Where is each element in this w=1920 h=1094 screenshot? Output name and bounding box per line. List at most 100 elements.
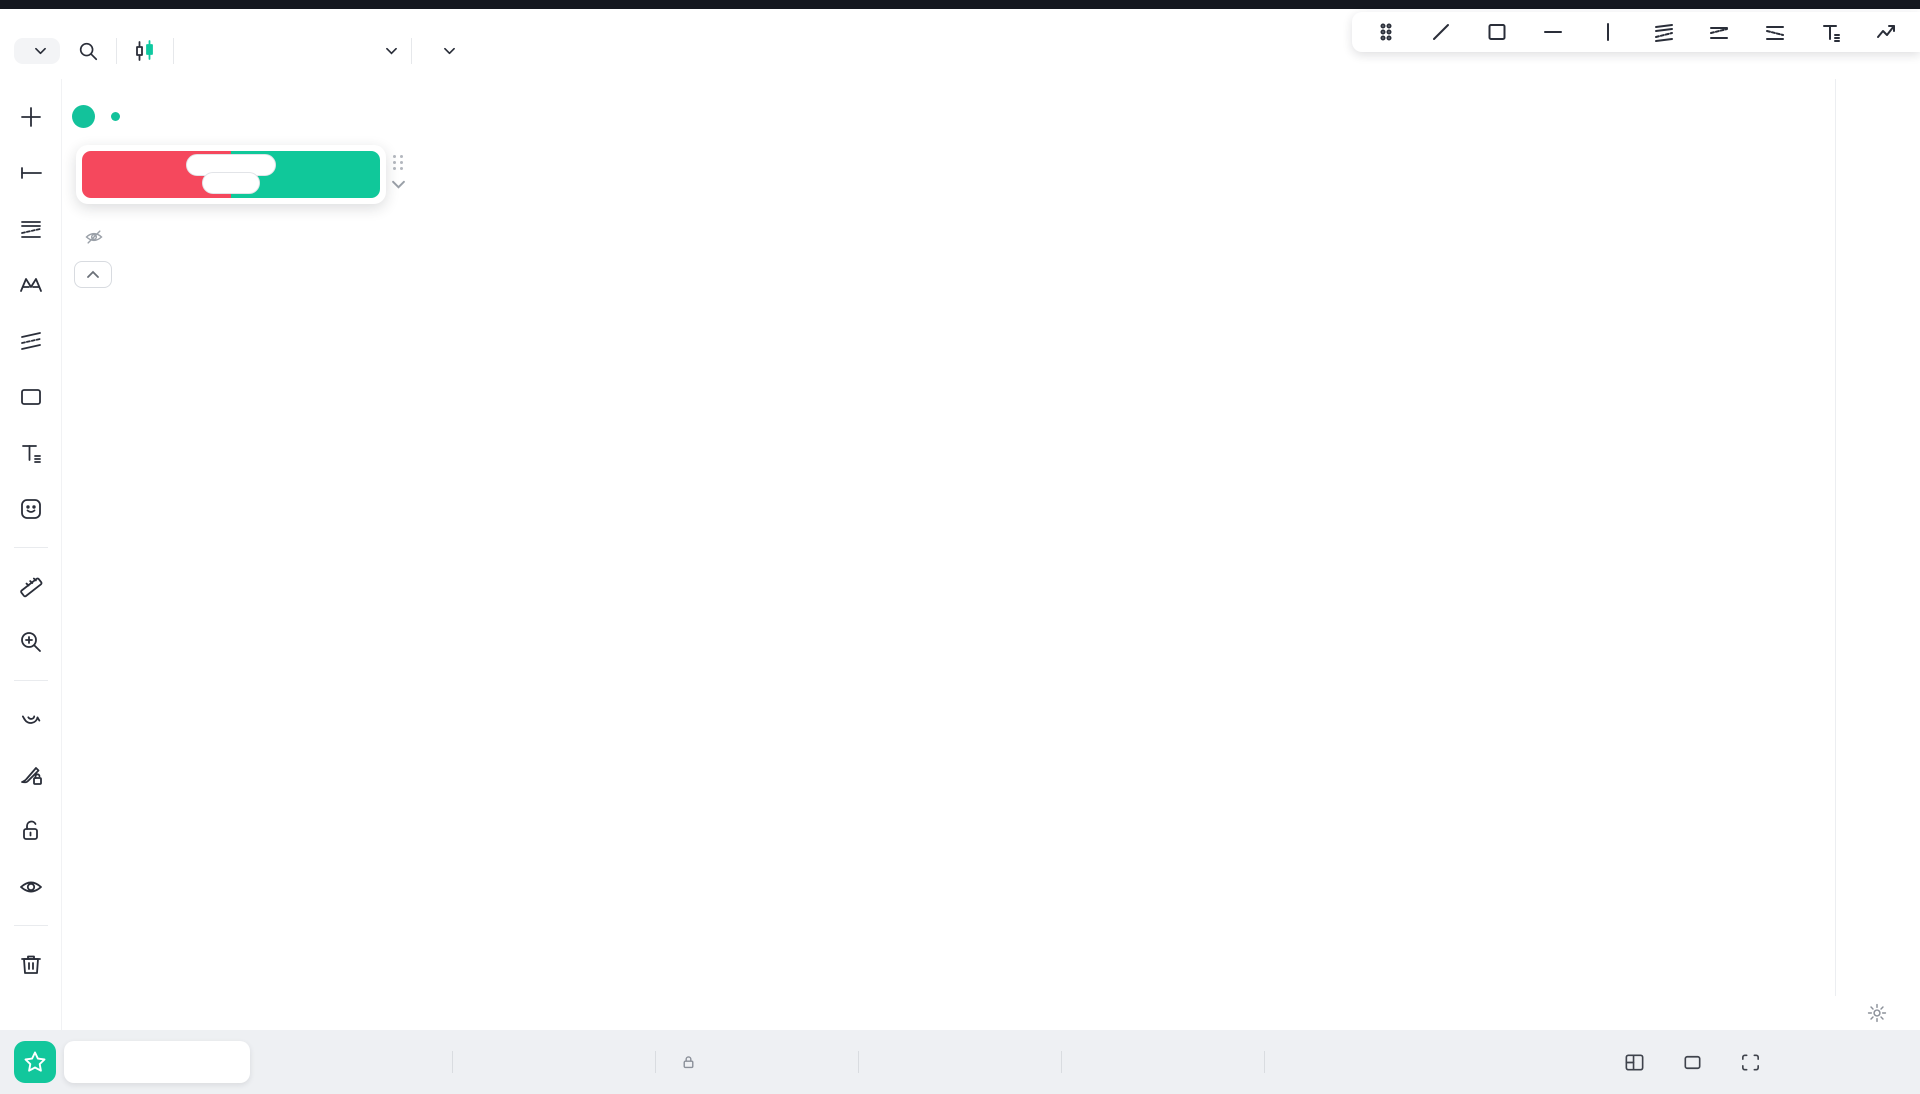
favorites-button[interactable] [14, 1041, 56, 1083]
toolbar-divider [173, 38, 174, 64]
indicator-shortcut-rsi[interactable] [529, 43, 551, 59]
chevron-down-icon[interactable] [392, 180, 405, 189]
charts-menu-button[interactable] [14, 38, 60, 64]
open-positions-count[interactable] [202, 172, 260, 194]
parallel-channel-tool[interactable] [11, 321, 51, 361]
symbol-tab-us-dollar[interactable] [258, 1041, 444, 1083]
drawing-toolbar-drag-handle[interactable] [1368, 14, 1404, 50]
magnet-mode-button[interactable] [11, 699, 51, 739]
emoji-sticker-tool[interactable] [11, 489, 51, 529]
timeframe-m3[interactable] [206, 43, 228, 59]
drag-dots-icon [393, 155, 404, 170]
eye-off-icon[interactable] [84, 227, 104, 247]
ascending-channel-icon [1654, 24, 1673, 42]
symbol-tab-xagusd[interactable] [664, 1041, 850, 1083]
symbol-tab-btc-usdc[interactable] [64, 1041, 250, 1083]
trash-icon [20, 955, 41, 974]
sidebar-divider [13, 547, 48, 548]
vertical-line-tool[interactable] [1590, 14, 1626, 50]
trend-line-tool[interactable] [1423, 14, 1459, 50]
delete-drawings-button[interactable] [11, 944, 51, 984]
line-tool-icon [1433, 24, 1450, 40]
indicator-shortcut-macd[interactable] [507, 43, 529, 59]
timeframe-m5[interactable] [228, 43, 250, 59]
chevron-down-icon [35, 47, 46, 55]
descending-channel-tool[interactable] [1757, 14, 1793, 50]
brush-lock-icon [20, 767, 42, 785]
channel-lines-tool[interactable] [11, 209, 51, 249]
indicators-button[interactable] [422, 32, 463, 70]
collapse-legend-button[interactable] [74, 261, 112, 288]
timeframe-expand-chevron-icon[interactable] [386, 47, 397, 55]
symbol-logo [72, 105, 95, 128]
symbol-tabbar [0, 1030, 1920, 1094]
copyright-layer [62, 79, 1835, 996]
zigzag-pattern-icon [19, 278, 42, 292]
search-button[interactable] [70, 33, 106, 69]
smiley-icon [20, 499, 41, 519]
fullscreen-button[interactable] [1732, 1044, 1768, 1080]
timeframe-h1[interactable] [294, 43, 316, 59]
timeframe-h4[interactable] [338, 43, 360, 59]
live-status-dot [111, 112, 120, 121]
horizontal-line-tool[interactable] [1535, 14, 1571, 50]
chart-settings-button[interactable] [1863, 999, 1891, 1027]
add-tool-button[interactable] [11, 97, 51, 137]
drawing-toolbar [1352, 12, 1920, 52]
chart-header [72, 105, 204, 128]
arrow-trend-tool[interactable] [1868, 14, 1904, 50]
time-axis[interactable] [62, 996, 1835, 1030]
magnet-icon [21, 715, 40, 724]
eye-icon [19, 881, 42, 893]
tab-divider [452, 1051, 453, 1073]
price-axis[interactable] [1835, 79, 1920, 996]
text-tool[interactable] [1813, 14, 1849, 50]
timeframe-m1[interactable] [184, 43, 206, 59]
descending-channel-icon [1765, 26, 1784, 40]
chevron-up-icon [87, 270, 99, 278]
axis-settings-corner [1835, 996, 1920, 1030]
text-annotation-tool[interactable] [11, 433, 51, 473]
indicator-shortcut-stoch[interactable] [573, 43, 595, 59]
chart-type-button[interactable] [127, 33, 163, 69]
rectangle-tool[interactable] [1479, 14, 1515, 50]
lock-drawings-style-button[interactable] [11, 755, 51, 795]
timeframe-m30[interactable] [272, 43, 294, 59]
star-icon [24, 1051, 46, 1072]
pattern-tool[interactable] [11, 265, 51, 305]
order-widget-handle[interactable] [392, 155, 405, 189]
tabbar-right-controls [1616, 1044, 1768, 1080]
symbol-tab-gbpjpy[interactable] [1070, 1041, 1256, 1083]
chart-canvas[interactable] [62, 79, 1835, 996]
zoom-in-icon [20, 632, 41, 652]
indicator-shortcut-ma[interactable] [463, 43, 485, 59]
text-tool-icon [1822, 25, 1840, 42]
parallel-channel-icon [20, 332, 41, 350]
layout-select-button[interactable] [1616, 1044, 1652, 1080]
timeframe-h2[interactable] [316, 43, 338, 59]
lock-all-drawings-button[interactable] [11, 811, 51, 851]
sidebar-divider [13, 680, 48, 681]
minimize-panel-button[interactable] [1674, 1044, 1710, 1080]
indicator-shortcut-bollinger[interactable] [485, 43, 507, 59]
rectangle-shape-tool[interactable] [11, 377, 51, 417]
flat-channel-tool[interactable] [1701, 14, 1737, 50]
symbol-tab-eurusd[interactable] [867, 1041, 1053, 1083]
rectangle-icon [1488, 24, 1506, 40]
tab-divider [1264, 1051, 1265, 1073]
drag-dots-icon [1380, 23, 1392, 41]
symbol-tab-xauusd[interactable] [461, 1041, 647, 1083]
ascending-channel-tool[interactable] [1646, 14, 1682, 50]
ray-line-tool[interactable] [11, 153, 51, 193]
window-top-strip [0, 0, 1920, 9]
indicator-shortcut-atr[interactable] [551, 43, 573, 59]
hide-drawings-button[interactable] [11, 867, 51, 907]
zoom-in-tool[interactable] [11, 622, 51, 662]
toolbar-divider [411, 38, 412, 64]
timeframe-m15[interactable] [250, 43, 272, 59]
timeframe-d1[interactable] [360, 43, 382, 59]
order-body [82, 151, 380, 198]
measure-tool[interactable] [11, 566, 51, 606]
ruler-icon [19, 577, 42, 598]
